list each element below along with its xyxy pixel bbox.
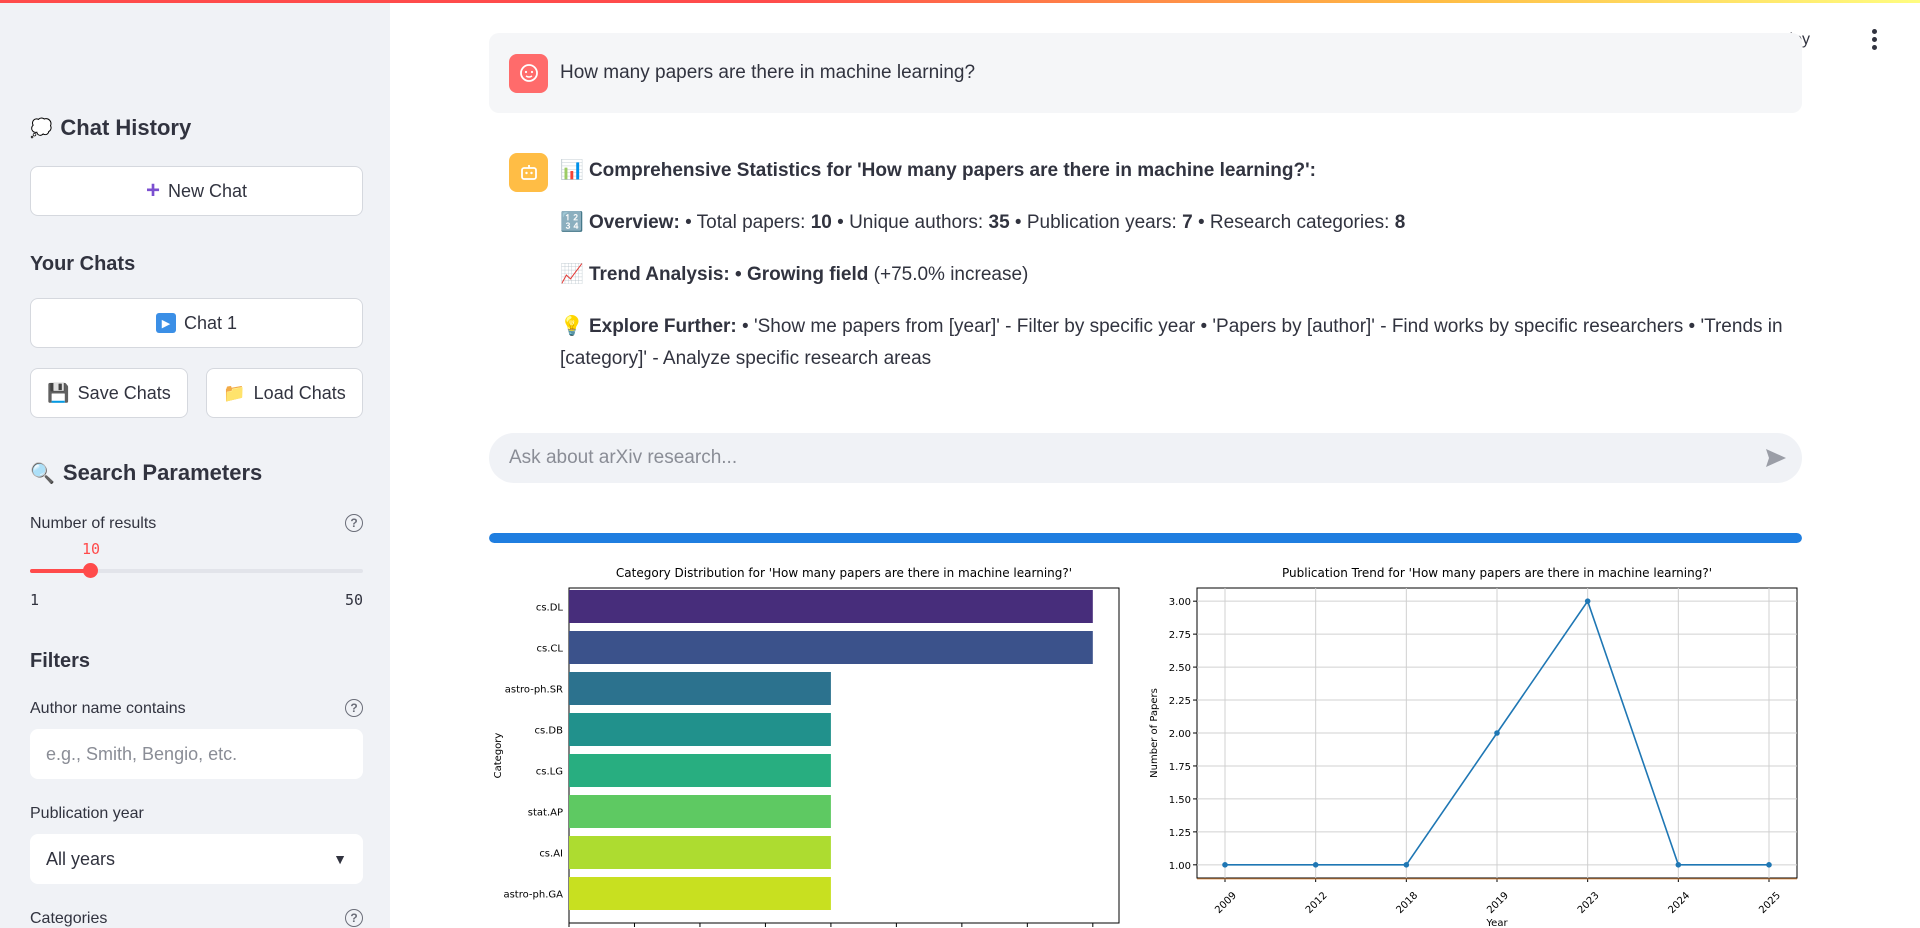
y-tick-label: 2.25 — [1169, 696, 1191, 707]
bar-cs.CL — [569, 631, 1093, 664]
x-tick-label: 2024 — [1667, 890, 1693, 916]
x-tick-label: 2019 — [1485, 890, 1511, 916]
y-tick-label: 1.00 — [1169, 861, 1191, 872]
user-avatar — [509, 53, 548, 93]
x-tick-label: 2018 — [1395, 890, 1421, 916]
save-chats-button[interactable]: 💾 Save Chats — [30, 368, 188, 418]
speech-bubble-icon: 💭 — [30, 117, 53, 138]
send-icon[interactable] — [1764, 446, 1788, 470]
user-message-text: How many papers are there in machine lea… — [560, 62, 976, 83]
bot-avatar — [509, 153, 548, 192]
y-tick-label: 1.50 — [1169, 795, 1191, 806]
slider-max-label: 50 — [344, 591, 363, 609]
y-tick-label: 2.50 — [1169, 663, 1191, 674]
y-tick-label: 3.00 — [1169, 597, 1191, 608]
slider-fill — [30, 569, 90, 573]
progress-bar — [489, 533, 1802, 543]
plus-icon: + — [145, 177, 160, 204]
publication-trend-chart: Publication Trend for 'How many papers a… — [1149, 566, 1798, 928]
x-tick-label: 2025 — [1757, 890, 1783, 916]
filters-heading: Filters — [30, 650, 91, 672]
y-tick-label: 2.75 — [1169, 630, 1191, 641]
num-results-slider[interactable] — [30, 563, 363, 578]
chat-input[interactable]: Ask about arXiv research... — [489, 433, 1802, 483]
num-results-label: Number of results — [30, 515, 157, 532]
chart-title: Publication Trend for 'How many papers a… — [1282, 566, 1712, 580]
x-tick-label: 2009 — [1213, 890, 1239, 916]
category-tick-label: astro-ph.GA — [503, 890, 563, 901]
floppy-disk-icon: 💾 — [47, 382, 70, 403]
y-axis-label: Category — [493, 733, 504, 779]
x-tick-label: 2012 — [1304, 890, 1330, 916]
category-tick-label: cs.DL — [536, 603, 564, 614]
bar-cs.DL — [569, 590, 1093, 623]
slider-handle[interactable] — [83, 563, 98, 578]
data-point-2009 — [1222, 862, 1228, 868]
trend-line: 📈 Trend Analysis: • Growing field (+75.0… — [560, 264, 1029, 285]
bar-stat.AP — [569, 795, 831, 828]
chart-title: Category Distribution for 'How many pape… — [616, 566, 1072, 580]
user-face-icon — [519, 64, 538, 82]
category-tick-label: astro-ph.SR — [505, 685, 563, 696]
category-tick-label: stat.AP — [528, 808, 563, 819]
overview-line: 🔢 Overview: • Total papers: 10 • Unique … — [560, 212, 1406, 233]
y-tick-label: 2.00 — [1169, 729, 1191, 740]
data-point-2012 — [1312, 862, 1319, 868]
categories-label: Categories — [30, 910, 108, 927]
bar-cs.DB — [569, 713, 831, 746]
chevron-down-icon: ▼ — [333, 851, 347, 867]
author-label: Author name contains — [30, 700, 186, 717]
bar-astro-ph.GA — [569, 877, 831, 910]
explore-line: 💡 Explore Further: • 'Show me papers fro… — [560, 316, 1783, 369]
y-axis-label: Number of Papers — [1149, 688, 1160, 778]
categories-help-icon[interactable]: ? — [345, 909, 363, 927]
bar-cs.LG — [569, 754, 831, 787]
chat-history-heading: 💭 Chat History — [30, 115, 192, 140]
author-help-icon[interactable]: ? — [345, 699, 363, 717]
y-tick-label: 1.75 — [1169, 762, 1191, 773]
category-distribution-chart: Category Distribution for 'How many pape… — [493, 566, 1120, 927]
category-tick-label: cs.AI — [539, 849, 563, 860]
data-point-2024 — [1675, 862, 1682, 868]
play-icon: ▶ — [155, 313, 176, 333]
folder-icon: 📁 — [223, 382, 246, 403]
category-tick-label: cs.LG — [536, 767, 563, 778]
chat-item-1[interactable]: ▶ Chat 1 — [30, 298, 363, 348]
x-tick-label: 2023 — [1576, 890, 1602, 916]
progress-fill — [489, 533, 1802, 543]
user-message: How many papers are there in machine lea… — [489, 33, 1802, 113]
numbers-icon: 🔢 — [560, 212, 584, 233]
bar-astro-ph.SR — [569, 672, 831, 705]
stats-title: Comprehensive Statistics for 'How many p… — [588, 160, 1316, 181]
x-axis-label: Year — [1485, 918, 1508, 928]
slider-min-label: 1 — [30, 591, 40, 609]
bar-chart-icon: 📊 — [560, 160, 584, 181]
sidebar: 💭 Chat History + New Chat Your Chats ▶ C… — [0, 3, 390, 928]
author-input[interactable]: e.g., Smith, Bengio, etc. — [30, 729, 363, 779]
num-results-value: 10 — [82, 540, 101, 558]
main-area: Deploy How many papers are there in mach… — [390, 3, 1920, 928]
top-decoration-bar — [0, 0, 1920, 3]
lightbulb-icon: 💡 — [560, 316, 584, 337]
load-chats-button[interactable]: 📁 Load Chats — [206, 368, 363, 418]
category-tick-label: cs.DB — [535, 726, 564, 737]
bar-cs.AI — [569, 836, 831, 869]
your-chats-heading: Your Chats — [30, 253, 136, 275]
data-point-2023 — [1584, 598, 1591, 604]
assistant-message: 📊 Comprehensive Statistics for 'How many… — [509, 153, 1799, 395]
trend-up-icon: 📈 — [560, 264, 584, 285]
new-chat-button[interactable]: + New Chat — [30, 166, 363, 216]
year-select[interactable]: All years ▼ — [30, 834, 363, 884]
search-parameters-heading: 🔍 Search Parameters — [30, 460, 263, 485]
y-tick-label: 1.25 — [1169, 828, 1191, 839]
category-tick-label: cs.CL — [537, 644, 564, 655]
data-point-2019 — [1494, 730, 1500, 736]
data-point-2025 — [1766, 862, 1772, 868]
robot-icon — [520, 164, 537, 180]
main-menu-icon[interactable] — [1872, 29, 1878, 50]
magnifier-icon: 🔍 — [30, 462, 55, 485]
num-results-help-icon[interactable]: ? — [345, 514, 363, 532]
data-point-2018 — [1403, 862, 1410, 868]
year-label: Publication year — [30, 805, 144, 822]
